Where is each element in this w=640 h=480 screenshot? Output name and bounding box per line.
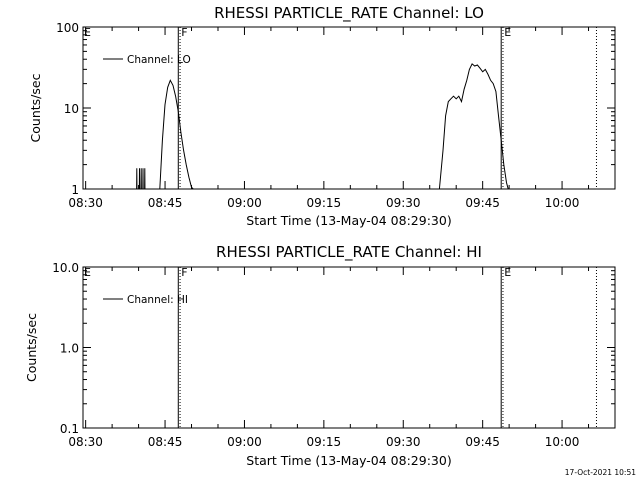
timestamp: 17-Oct-2021 10:51 (565, 468, 636, 477)
y-axis-label: Counts/sec (24, 313, 39, 382)
series-line-segment (438, 63, 509, 189)
y-tick-label: 100 (56, 21, 79, 35)
x-tick-label: 09:30 (386, 196, 421, 210)
legend-label: Channel: LO (127, 54, 191, 66)
x-tick-label: 08:30 (68, 196, 103, 210)
plot-frame (82, 266, 616, 429)
event-flag-label: F (181, 266, 187, 279)
series-group (136, 63, 509, 189)
event-flag-label: E (504, 26, 511, 39)
event-flag-label: E (504, 266, 511, 279)
edge-flag-label: E (84, 26, 91, 39)
x-tick-label: 09:45 (465, 196, 500, 210)
chart-title: RHESSI PARTICLE_RATE Channel: HI (216, 243, 482, 262)
x-tick-label: 08:45 (148, 435, 183, 449)
y-tick-label: 0.1 (60, 422, 79, 436)
y-axis-label: Counts/sec (28, 73, 43, 142)
y-tick-label: 10.0 (52, 261, 79, 275)
edge-flag-label: E (84, 266, 91, 279)
series-line-segment (136, 168, 146, 189)
x-tick-label: 09:15 (307, 196, 342, 210)
legend-label: Channel: HI (127, 294, 188, 306)
series-line-segment (159, 79, 194, 189)
plot-frame (82, 26, 616, 190)
y-tick-label: 10 (64, 102, 79, 116)
x-tick-label: 09:45 (465, 435, 500, 449)
x-tick-label: 09:00 (227, 435, 262, 449)
panel-hi: RHESSI PARTICLE_RATE Channel: HI 08:30 08:… (24, 243, 616, 468)
x-tick-label: 10:00 (545, 435, 580, 449)
panel-lo: RHESSI PARTICLE_RATE Channel: LO 08:30 08:… (28, 4, 616, 228)
x-tick-label: 09:15 (307, 435, 342, 449)
event-flag-label: F (181, 26, 187, 39)
x-tick-label: 08:45 (148, 196, 183, 210)
chart-title: RHESSI PARTICLE_RATE Channel: LO (214, 4, 484, 23)
x-axis-label: Start Time (13-May-04 08:29:30) (246, 213, 451, 228)
x-tick-label: 08:30 (68, 435, 103, 449)
x-tick-label: 09:30 (386, 435, 421, 449)
x-tick-label: 10:00 (545, 196, 580, 210)
y-tick-label: 1.0 (60, 342, 79, 356)
x-tick-label: 09:00 (227, 196, 262, 210)
y-tick-label: 1 (71, 183, 79, 197)
x-axis-label: Start Time (13-May-04 08:29:30) (246, 453, 451, 468)
